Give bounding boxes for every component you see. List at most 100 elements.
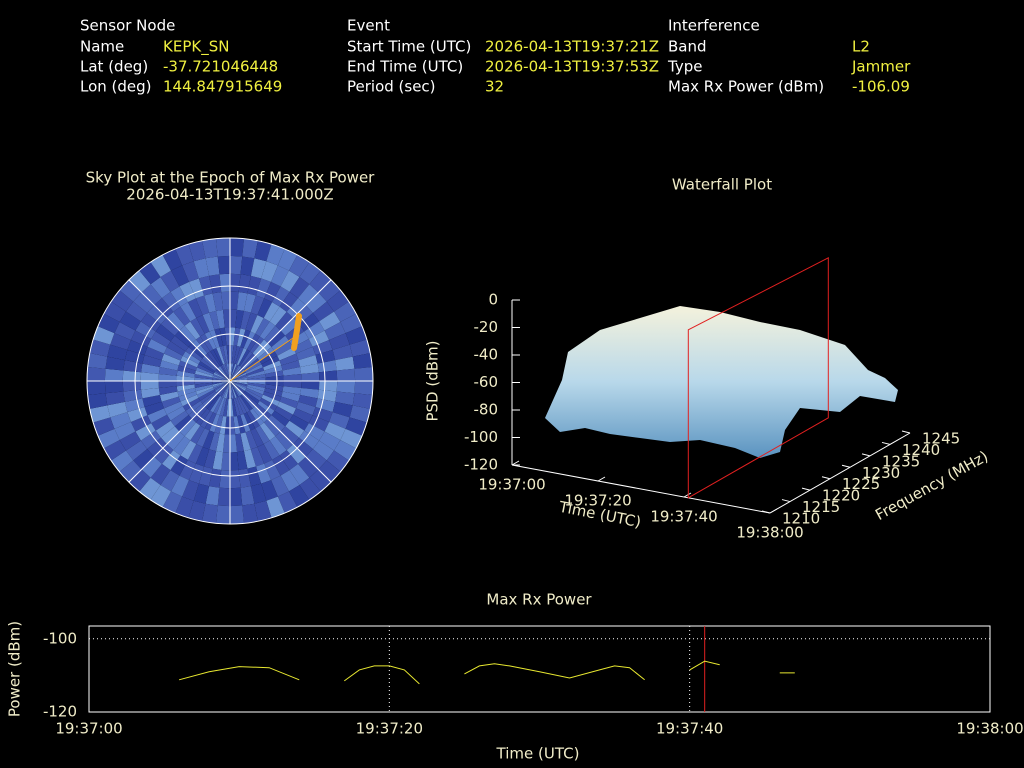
sky-cell bbox=[245, 364, 264, 375]
sky-cell bbox=[246, 386, 265, 395]
plot-frame bbox=[88, 625, 991, 713]
sky-cell bbox=[317, 360, 337, 373]
sky-cell bbox=[230, 416, 236, 435]
sky-cell bbox=[214, 371, 230, 381]
sky-cell bbox=[230, 363, 234, 381]
freq-tick bbox=[781, 499, 791, 503]
time-tick bbox=[511, 460, 520, 466]
sky-cell bbox=[286, 444, 306, 464]
section-title: Interference bbox=[668, 17, 760, 35]
sky-cell bbox=[230, 487, 243, 507]
sky-cell bbox=[123, 389, 143, 402]
sky-cell bbox=[166, 311, 185, 331]
sky-cell bbox=[233, 398, 241, 417]
sky-cell bbox=[279, 396, 299, 409]
sky-cell bbox=[345, 417, 367, 436]
sky-cell bbox=[210, 395, 222, 413]
sky-cell bbox=[204, 293, 217, 313]
sky-cell bbox=[187, 298, 203, 318]
sky-cell bbox=[202, 392, 218, 407]
sky-cell bbox=[215, 238, 230, 257]
sky-cell bbox=[158, 373, 177, 381]
sky-cell bbox=[241, 393, 256, 409]
sky-cell bbox=[198, 466, 213, 487]
sky-cell bbox=[230, 365, 240, 381]
time-tick bbox=[683, 492, 692, 498]
sky-cell bbox=[194, 382, 213, 388]
field-value: 144.847915649 bbox=[163, 78, 282, 96]
sky-cell bbox=[261, 480, 278, 501]
sky-cell bbox=[257, 444, 273, 464]
sky-cell bbox=[151, 331, 171, 348]
sky-cell bbox=[107, 344, 128, 361]
sky-cell bbox=[200, 358, 217, 372]
sky-cell bbox=[173, 306, 191, 326]
azimuth-line bbox=[128, 380, 231, 483]
sky-cell bbox=[226, 381, 230, 399]
sky-cell bbox=[259, 321, 276, 340]
x-axis-label: Time (UTC) bbox=[496, 745, 580, 763]
sky-cell bbox=[209, 414, 220, 433]
sky-cell bbox=[309, 270, 332, 293]
sky-cell bbox=[230, 381, 247, 390]
sky-cell bbox=[239, 394, 253, 411]
sky-cell bbox=[271, 475, 289, 497]
sky-cell bbox=[265, 381, 284, 387]
sky-cell bbox=[130, 415, 152, 432]
sky-cell bbox=[159, 391, 179, 402]
sky-cell bbox=[242, 392, 258, 407]
sky-cell bbox=[219, 345, 227, 364]
sky-cell bbox=[175, 496, 194, 518]
sky-cell bbox=[298, 355, 318, 368]
sky-cell bbox=[141, 456, 162, 478]
sky-cell bbox=[220, 365, 230, 381]
sky-cell bbox=[255, 278, 272, 299]
freq-tick bbox=[761, 510, 771, 514]
freq-tick bbox=[861, 453, 871, 457]
sky-cell bbox=[147, 305, 167, 325]
freq-tick bbox=[841, 464, 851, 468]
sky-cell bbox=[283, 373, 302, 381]
sky-cell bbox=[161, 291, 181, 312]
sky-cell bbox=[217, 255, 230, 275]
sky-cell bbox=[111, 450, 134, 472]
sky-cell bbox=[114, 422, 136, 440]
sky-cell bbox=[140, 372, 159, 381]
sky-cell bbox=[196, 387, 215, 398]
sky-cell bbox=[324, 322, 346, 340]
sky-cell bbox=[288, 485, 310, 508]
freq-tick-label: 1245 bbox=[922, 430, 960, 448]
sky-cell bbox=[279, 450, 299, 471]
freq-tick-label: 1215 bbox=[802, 498, 840, 516]
sky-cell bbox=[103, 439, 126, 461]
sky-cell bbox=[119, 431, 141, 451]
sky-cell bbox=[154, 298, 174, 318]
sky-cell bbox=[97, 428, 120, 449]
sky-cell bbox=[300, 363, 319, 374]
sky-cell bbox=[223, 363, 230, 381]
sky-cell bbox=[354, 381, 373, 396]
sky-cell bbox=[188, 463, 205, 484]
sky-cell bbox=[235, 309, 244, 329]
freq-tick-label: 1230 bbox=[862, 464, 900, 482]
sky-cell bbox=[141, 363, 160, 374]
sky-cell bbox=[250, 447, 265, 467]
sky-cell bbox=[218, 381, 230, 396]
sky-cell bbox=[171, 475, 189, 497]
sky-cell bbox=[177, 387, 196, 397]
sky-cell bbox=[246, 367, 265, 376]
sky-cell bbox=[263, 302, 280, 322]
y-axis-label: Power (dBm) bbox=[6, 621, 24, 717]
sky-cell bbox=[247, 275, 262, 296]
sky-cell bbox=[230, 381, 237, 399]
sky-cell bbox=[154, 444, 174, 464]
sky-cell bbox=[179, 459, 196, 481]
sky-cell bbox=[231, 345, 237, 364]
sky-cell bbox=[315, 398, 336, 413]
sky-cell bbox=[281, 391, 301, 402]
sky-cell bbox=[249, 408, 265, 426]
sky-cell bbox=[221, 291, 230, 310]
sky-cell bbox=[212, 375, 230, 381]
x-tick-label: 19:37:20 bbox=[356, 720, 423, 738]
sky-cell bbox=[243, 449, 256, 469]
